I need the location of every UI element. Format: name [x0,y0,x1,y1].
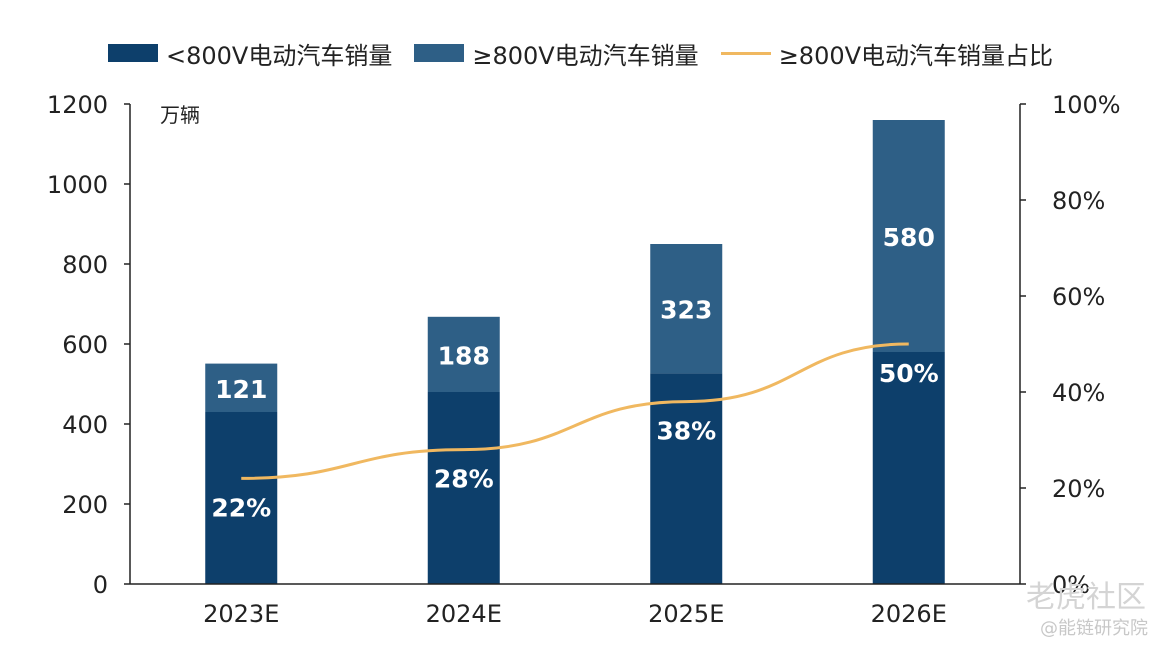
bar-below-800v [650,373,723,584]
legend-label-below-800v: <800V电动汽车销量 [166,41,393,70]
bar-above-800v [427,316,500,392]
legend-item-above-800v: ≥800V电动汽车销量 [414,36,699,71]
legend-item-share-line: ≥800V电动汽车销量占比 [720,36,1054,71]
data-label-share: 22% [211,493,271,522]
left-axis-tick-label: 800 [62,251,108,279]
unit-label: 万辆 [160,103,200,127]
left-axis-tick-label: 1200 [47,91,108,119]
right-axis-tick-label: 80% [1052,187,1105,215]
left-axis-tick-label: 600 [62,331,108,359]
right-axis-tick-label: 100% [1052,91,1121,119]
left-axis-tick-label: 200 [62,491,108,519]
right-axis-tick-label: 0% [1052,571,1090,599]
legend-label-above-800v: ≥800V电动汽车销量 [472,41,699,70]
left-axis: 0 200 400 600 800 1000 1200 [47,91,131,599]
legend-label-share-line: ≥800V电动汽车销量占比 [778,41,1054,70]
right-axis-tick-label: 60% [1052,283,1105,311]
x-axis-tick-label: 2023E [203,600,279,628]
bar-above-800v [650,244,723,374]
share-line-group: 22% 28% 38% 50% [211,342,939,522]
left-axis-tick-label: 1000 [47,171,108,199]
bar-below-800v [872,352,945,584]
data-label-above-800v: 323 [660,296,712,325]
bar-above-800v [872,120,945,352]
watermark-primary: 老虎社区 [1026,580,1146,615]
right-axis-tick-label: 20% [1052,475,1105,503]
data-label-above-800v: 188 [438,341,490,370]
bar-below-800v [427,392,500,584]
data-label-share: 38% [656,417,716,446]
data-label-above-800v: 580 [883,223,935,252]
legend-swatch-above-800v [414,44,465,62]
x-axis: 2023E 2024E 2025E 2026E [130,583,1020,628]
left-axis-tick-label: 0 [93,571,108,599]
x-axis-tick-label: 2024E [426,600,502,628]
bar-below-800v [205,412,278,584]
share-line [241,342,909,480]
left-axis-tick-label: 400 [62,411,108,439]
legend-swatch-below-800v [108,44,158,62]
right-axis: 0% 20% 40% 60% 80% 100% [1019,91,1121,599]
bar-above-800v [205,363,278,412]
chart-legend: <800V电动汽车销量 ≥800V电动汽车销量 ≥800V电动汽车销量占比 [108,36,1075,70]
data-label-share: 28% [434,465,494,494]
legend-swatch-share-line [720,51,771,55]
legend-item-below-800v: <800V电动汽车销量 [108,36,392,71]
bars-group: 121 188 323 580 [205,120,945,584]
x-axis-tick-label: 2025E [648,600,724,628]
data-label-above-800v: 121 [215,375,267,404]
data-label-share: 50% [879,359,939,388]
right-axis-tick-label: 40% [1052,379,1105,407]
x-axis-tick-label: 2026E [871,600,947,628]
watermark-secondary: @能链研究院 [1040,618,1148,639]
